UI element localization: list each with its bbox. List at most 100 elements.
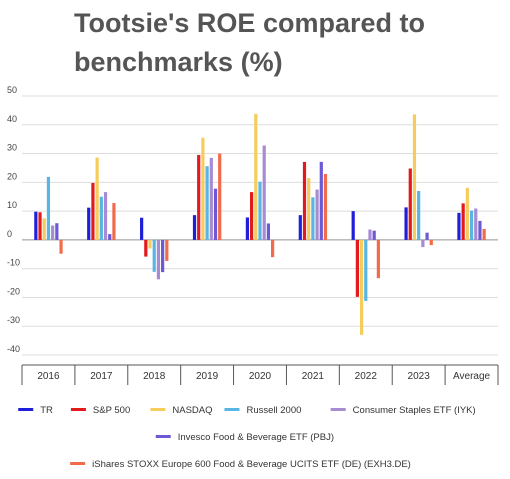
x-tick-label: 2020 [249, 371, 272, 382]
y-tick-label: 10 [7, 200, 17, 210]
bar [245, 217, 249, 240]
chart-title: Tootsie's ROE compared to benchmarks (%) [74, 8, 425, 77]
legend-swatch [224, 408, 240, 411]
legend-label: NASDAQ [172, 405, 212, 416]
bar [372, 230, 376, 240]
y-tick-label: 20 [7, 171, 17, 181]
bar [192, 215, 197, 240]
bar [307, 178, 311, 240]
legend-swatch [70, 462, 86, 465]
bar [364, 239, 368, 301]
bar [99, 196, 103, 240]
bar [51, 225, 55, 240]
y-tick-label: -20 [7, 286, 20, 296]
y-axis: 50 40 30 20 10 0 -10 -20 -30 -40 [7, 85, 20, 354]
bar [91, 182, 95, 240]
bar [140, 217, 144, 240]
bar [213, 188, 218, 240]
x-tick-label: Average [453, 371, 491, 382]
legend-swatch [70, 408, 86, 411]
y-tick-label: 40 [7, 114, 17, 124]
x-tick-label: 2017 [90, 371, 113, 382]
bar [197, 154, 201, 240]
bar [42, 218, 46, 240]
legend-label: TR [40, 405, 53, 416]
bar [417, 190, 421, 240]
bar [112, 203, 116, 240]
bar [205, 166, 209, 240]
bar [144, 239, 148, 257]
legend: TR S&P 500 NASDAQ Russell 2000 Consumer Stap… [18, 405, 476, 470]
bar [209, 157, 213, 240]
x-tick-label: 2019 [196, 371, 219, 382]
bar [254, 113, 258, 240]
bar [87, 207, 91, 240]
legend-swatch [18, 408, 34, 411]
bar [165, 239, 169, 261]
y-tick-label: 0 [7, 229, 12, 239]
y-tick-label: 50 [7, 85, 17, 95]
bar [404, 207, 408, 240]
x-axis: 2016 2017 2018 2019 2020 2021 2022 2023 Average [21, 364, 499, 385]
legend-swatch [330, 408, 346, 411]
x-tick-label: 2021 [302, 371, 325, 382]
bar [271, 239, 275, 258]
y-tick-label: -40 [7, 344, 20, 354]
bar [302, 161, 307, 240]
bar [429, 239, 433, 246]
bar [469, 210, 474, 240]
bar [474, 208, 478, 240]
x-tick-label: 2022 [355, 371, 378, 382]
bar [148, 239, 152, 249]
bars [34, 113, 486, 335]
bar [323, 173, 328, 240]
legend-swatch [155, 435, 171, 438]
bar [408, 168, 412, 240]
legend-label: Invesco Food & Beverage ETF (PBJ) [178, 432, 334, 443]
bar [156, 239, 161, 280]
bar [108, 234, 112, 240]
y-tick-label: -10 [7, 258, 20, 268]
bar [359, 239, 364, 335]
x-tick-label: 2023 [408, 371, 431, 382]
bar [262, 145, 266, 240]
legend-label: Russell 2000 [246, 405, 301, 416]
y-tick-label: 30 [7, 143, 17, 153]
bar [103, 192, 108, 240]
bar [457, 212, 461, 240]
bar [412, 114, 417, 240]
bar [38, 212, 42, 240]
bar [59, 239, 63, 254]
bar [250, 192, 254, 240]
bar [425, 232, 429, 240]
bar [34, 211, 38, 240]
bar [478, 220, 482, 240]
y-tick-label: -30 [7, 315, 20, 325]
bar [351, 211, 355, 240]
legend-label: iShares STOXX Europe 600 Food & Beverage… [92, 459, 411, 470]
bar [311, 197, 315, 240]
legend-label: Consumer Staples ETF (IYK) [353, 405, 476, 416]
bar [461, 203, 465, 240]
bar [298, 215, 302, 240]
bar [266, 223, 270, 240]
bar [319, 161, 323, 240]
bar [315, 189, 319, 240]
bar [421, 239, 425, 248]
bar [46, 176, 51, 240]
x-tick-label: 2018 [143, 371, 166, 382]
bar [355, 239, 359, 297]
bar [152, 239, 156, 272]
bar [95, 157, 99, 240]
bar [465, 187, 469, 240]
bar [55, 223, 59, 240]
legend-label: S&P 500 [93, 405, 130, 416]
x-tick-label: 2016 [37, 371, 60, 382]
bar [376, 239, 380, 279]
bar [218, 153, 222, 240]
bar [201, 137, 205, 240]
bar [258, 181, 262, 240]
bar [368, 229, 372, 240]
legend-swatch [150, 408, 166, 411]
bar [161, 239, 165, 273]
